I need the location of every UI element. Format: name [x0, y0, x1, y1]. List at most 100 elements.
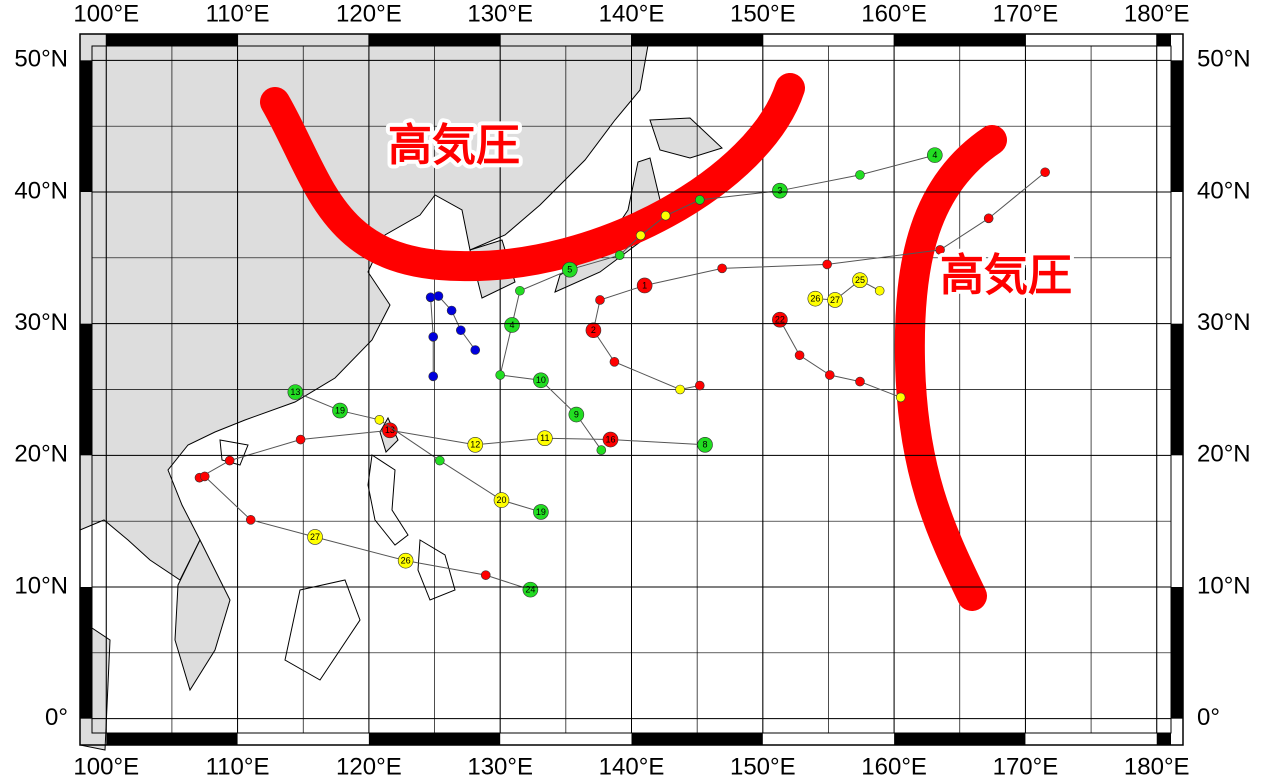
track-point [428, 332, 439, 342]
day-label: 27 [310, 532, 320, 542]
track-point [467, 436, 484, 453]
track-point [935, 245, 945, 255]
track-point [397, 552, 414, 569]
day-label: 13 [290, 387, 300, 397]
track-point [295, 434, 306, 445]
track-point [585, 322, 602, 339]
track-point [822, 259, 832, 270]
day-label: 2 [591, 325, 596, 335]
track-point [533, 372, 549, 389]
track-point [596, 445, 607, 455]
lat-label: 40°N [1197, 177, 1251, 204]
track-point [428, 371, 439, 382]
track-point [697, 436, 713, 453]
lon-label: 180°E [1124, 753, 1190, 780]
day-label: 22 [775, 315, 785, 325]
lon-label: 120°E [336, 0, 402, 27]
lon-label: 120°E [336, 753, 402, 780]
frame-bar [631, 733, 763, 745]
lon-label: 130°E [467, 0, 533, 27]
track-point [382, 422, 398, 439]
frame-bar [894, 733, 1026, 745]
track-point [245, 515, 256, 525]
track-point [675, 384, 685, 395]
lat-label: 0° [45, 704, 68, 731]
lon-label: 150°E [730, 753, 796, 780]
day-label: 9 [574, 409, 579, 419]
lat-label: 10°N [1197, 572, 1251, 599]
lat-label: 30°N [1197, 309, 1251, 336]
track-point [568, 406, 585, 423]
lat-label: 10°N [14, 572, 68, 599]
lat-label: 40°N [14, 177, 68, 204]
lon-label: 170°E [993, 0, 1059, 27]
high-pressure-ridges [260, 73, 1007, 611]
track-point [224, 455, 235, 466]
track-point [595, 295, 605, 305]
frame-bar [368, 34, 501, 46]
high-pressure-label: 高気圧 [388, 121, 520, 170]
day-label: 19 [536, 507, 546, 517]
day-label: 24 [525, 585, 535, 595]
frame-bar [1171, 587, 1183, 719]
day-label: 4 [932, 150, 937, 160]
track-point [635, 230, 646, 241]
track-point [307, 529, 323, 545]
track-point [855, 376, 865, 387]
track-point [794, 350, 805, 361]
track-point [1040, 167, 1050, 178]
frame-bar [894, 34, 1026, 46]
track-point [694, 380, 705, 391]
day-label: 19 [335, 405, 345, 415]
track-point [434, 455, 445, 466]
track-point [332, 402, 348, 419]
track-point [874, 285, 885, 296]
track-point [374, 414, 385, 425]
track-point [927, 147, 943, 163]
lon-label: 110°E [206, 753, 270, 780]
track-point [807, 290, 824, 307]
track-point [515, 285, 525, 296]
day-label: 4 [510, 320, 515, 330]
frame-bar [106, 34, 238, 46]
track-point [614, 250, 625, 260]
track-point [561, 261, 578, 278]
day-label: 20 [496, 495, 506, 505]
frame-bar [80, 323, 92, 456]
track-point [425, 292, 436, 303]
track-point [480, 570, 491, 580]
day-label: 1 [642, 280, 647, 290]
track-point [433, 291, 444, 301]
track-line [199, 429, 706, 479]
day-label: 3 [777, 186, 782, 196]
track-point [694, 195, 705, 205]
track-point [827, 292, 843, 308]
lat-label: 0° [1197, 704, 1220, 731]
lon-label: 140°E [599, 753, 665, 780]
frame-bar [631, 34, 763, 46]
lon-label: 180°E [1124, 0, 1190, 27]
frame-bar [1171, 323, 1183, 456]
lon-label: 160°E [861, 0, 927, 27]
track-line [815, 279, 880, 301]
high-pressure-label: 高気圧 [940, 251, 1072, 300]
frame-bar [368, 733, 501, 745]
track-point [455, 325, 466, 336]
track-point [504, 317, 520, 333]
track-point [983, 213, 994, 224]
lon-label: 150°E [730, 0, 796, 27]
frame-bar [1156, 34, 1171, 46]
track-point [287, 384, 304, 400]
track-point [855, 170, 865, 180]
lon-label: 110°E [206, 0, 270, 27]
track-line [204, 476, 531, 591]
lat-label: 50°N [14, 46, 68, 73]
frame: 100°E 100°E 110°E 110°E 120°E 120°E 130°E 130°E… [14, 0, 1250, 780]
day-label: 8 [703, 440, 708, 450]
lat-label: 20°N [1197, 441, 1251, 468]
track-point [199, 471, 210, 482]
frame-bar [80, 587, 92, 719]
lon-label: 170°E [993, 753, 1059, 780]
